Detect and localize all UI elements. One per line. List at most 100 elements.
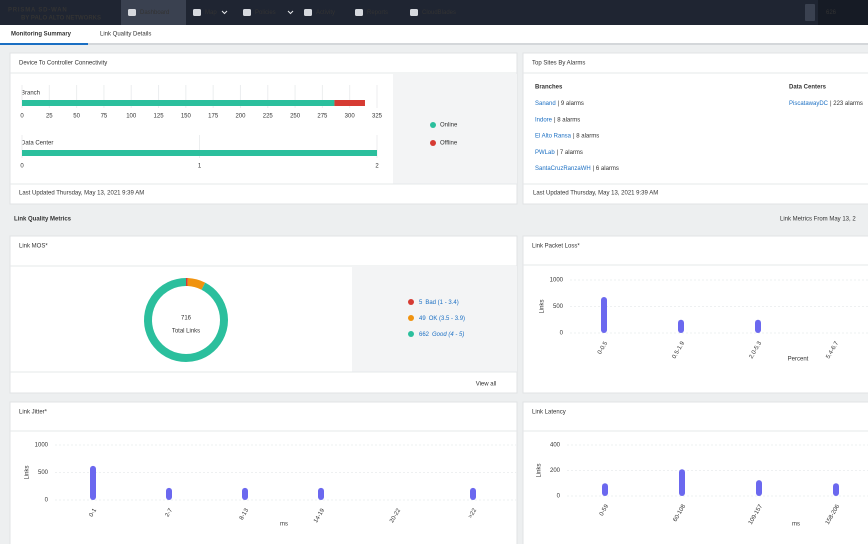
y-tick-label: 0 — [557, 494, 561, 500]
y-tick-label: 1000 — [550, 278, 564, 284]
y-axis-label: Links — [540, 299, 546, 313]
x-tick-label: 0-1 — [89, 507, 99, 518]
menu-button — [805, 4, 815, 21]
nav-item[interactable]: Activity — [316, 10, 335, 16]
legend-label: Bad (1 - 3.4) — [425, 300, 458, 306]
bar — [90, 465, 96, 500]
legend-area — [393, 74, 517, 184]
site-link[interactable]: Indore — [535, 117, 553, 123]
x-tick-label: 275 — [317, 114, 328, 120]
bar — [602, 483, 608, 496]
y-tick-label: 0 — [560, 331, 564, 337]
x-tick-label: 125 — [154, 114, 165, 120]
view-all-link[interactable]: View all — [476, 382, 497, 388]
legend-label: Offline — [440, 141, 458, 147]
nav-icon — [304, 9, 312, 16]
legend-count: 49 — [419, 316, 426, 322]
legend-label: Good (4 - 5) — [432, 332, 464, 338]
group-label: Data Center — [21, 141, 53, 147]
x-tick-label: >22 — [468, 507, 479, 519]
y-axis-label: Links — [25, 465, 31, 479]
site-row: PiscatawayDC | 223 alarms — [789, 101, 863, 107]
tab-bar — [0, 25, 868, 45]
panel-title: Link MOS* — [19, 244, 48, 250]
x-axis-label: Percent — [788, 357, 809, 363]
section-title: Link Quality Metrics — [14, 217, 72, 223]
bar — [755, 319, 761, 333]
x-tick-label: 50 — [73, 114, 80, 120]
nav-item[interactable]: CloudBlades — [422, 10, 456, 16]
tab[interactable]: Link Quality Details — [100, 32, 151, 38]
legend-entry: 662 Good (4 - 5) — [419, 332, 464, 338]
tab[interactable]: Monitoring Summary — [11, 32, 72, 38]
site-link[interactable]: Sanand — [535, 101, 556, 107]
site-link[interactable]: El Alto Ransa — [535, 133, 572, 139]
legend-dot — [430, 140, 436, 146]
alert-count: 626 — [826, 10, 837, 16]
bar — [166, 487, 172, 500]
x-tick-label: 2-7 — [165, 507, 175, 518]
donut-total: 716 — [181, 316, 192, 322]
connectivity-bar — [334, 100, 365, 106]
x-tick-label: 2 — [375, 164, 379, 170]
nav-chevron — [287, 10, 294, 15]
legend-dot — [408, 315, 414, 321]
site-row: Indore | 8 alarms — [535, 117, 580, 123]
nav-item[interactable]: Policies — [255, 10, 276, 16]
site-row: El Alto Ransa | 8 alarms — [535, 133, 599, 139]
x-tick-label: 225 — [263, 114, 274, 120]
site-row: Sanand | 9 alarms — [535, 101, 584, 107]
x-tick-label: 100 — [126, 114, 137, 120]
site-link[interactable]: SantaCruzRanzaWH — [535, 166, 591, 172]
column-heading: Branches — [535, 85, 563, 91]
bar — [678, 319, 684, 333]
y-tick-label: 0 — [45, 498, 49, 504]
y-tick-label: 400 — [550, 443, 561, 449]
group-label: Branch — [21, 91, 40, 97]
nav-item[interactable]: Reports — [367, 10, 388, 16]
logo: PRISMA SD-WAN — [8, 8, 68, 14]
nav-chevron — [221, 10, 228, 15]
legend-entry: 49 OK (3.5 - 3.9) — [419, 316, 465, 322]
legend-dot — [408, 331, 414, 337]
nav-item[interactable]: Dashboard — [140, 10, 169, 16]
site-row: SantaCruzRanzaWH | 6 alarms — [535, 166, 619, 172]
legend-label: Online — [440, 123, 458, 129]
x-tick-label: 0-59 — [599, 503, 611, 517]
y-axis-label: Links — [537, 463, 543, 477]
nav-icon — [193, 9, 201, 16]
alarm-count: | 223 alarms — [830, 101, 863, 107]
header-right — [818, 0, 868, 25]
legend-dot — [430, 122, 436, 128]
bar — [756, 480, 762, 496]
x-tick-label: 150 — [181, 114, 192, 120]
y-tick-label: 1000 — [35, 443, 49, 449]
legend-area — [352, 266, 517, 372]
x-tick-label: 75 — [101, 114, 108, 120]
site-link[interactable]: PiscatawayDC — [789, 101, 829, 107]
bar — [242, 487, 248, 500]
panel-title: Link Jitter* — [19, 410, 48, 416]
x-tick-label: 325 — [372, 114, 383, 120]
connectivity-bar — [22, 100, 335, 106]
nav-icon — [410, 9, 418, 16]
tab-underline — [88, 43, 868, 45]
nav-item[interactable]: Map — [205, 10, 217, 16]
bar — [601, 296, 607, 333]
legend-label: OK (3.5 - 3.9) — [429, 316, 465, 322]
x-tick-label: 0 — [20, 164, 24, 170]
nav-icon — [243, 9, 251, 16]
tab-active-underline — [0, 43, 88, 45]
section-range: Link Metrics From May 13, 2 — [780, 217, 856, 223]
x-tick-label: 300 — [345, 114, 356, 120]
site-link[interactable]: PWLab — [535, 149, 555, 155]
panel-title: Device To Controller Connectivity — [19, 61, 107, 67]
bar — [318, 487, 324, 500]
alarm-count: | 6 alarms — [593, 166, 619, 172]
panel-title: Link Packet Loss* — [532, 244, 580, 250]
panel — [522, 235, 868, 394]
nav-icon — [128, 9, 136, 16]
connectivity-bar — [22, 150, 377, 156]
